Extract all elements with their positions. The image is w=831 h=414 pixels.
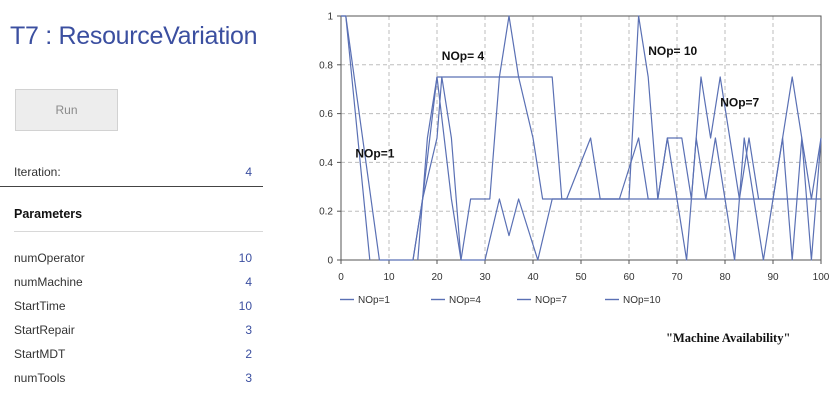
- param-value: 10: [238, 299, 252, 313]
- param-name: StartRepair: [14, 323, 75, 337]
- series-line-2: [341, 15, 821, 261]
- param-row-numtools: numTools 3: [14, 371, 252, 385]
- param-name: numMachine: [14, 275, 83, 289]
- x-tick-label: 0: [338, 272, 344, 283]
- series-line-1: [341, 15, 371, 261]
- chart-caption: "Machine Availability": [666, 331, 791, 345]
- chart-annotations: NOp=1 NOp= 4 NOp= 10 NOp=7: [355, 44, 759, 160]
- param-row-numoperator: numOperator 10: [14, 251, 252, 265]
- x-tick-label: 90: [767, 272, 779, 283]
- parameters-panel: T7 : ResourceVariation Run Iteration: 4 …: [0, 0, 280, 414]
- series-annotation: NOp=1: [355, 147, 394, 161]
- series-line-3: [412, 76, 822, 261]
- run-button[interactable]: Run: [15, 89, 118, 131]
- legend-label: NOp=7: [535, 295, 567, 306]
- chart-legend: NOp=1 NOp=4 NOp=7 NOp=10: [340, 295, 661, 306]
- chart-series: [341, 15, 822, 261]
- y-tick-label: 0: [327, 256, 333, 267]
- parameters-divider: [14, 231, 263, 232]
- y-tick-label: 0.6: [319, 109, 333, 120]
- series-annotation: NOp= 10: [648, 44, 697, 58]
- param-value: 10: [238, 251, 252, 265]
- x-tick-label: 30: [479, 272, 491, 283]
- parameters-heading: Parameters: [14, 207, 83, 221]
- legend-label: NOp=4: [449, 295, 481, 306]
- x-tick-label: 50: [575, 272, 587, 283]
- param-value: 3: [245, 371, 252, 385]
- x-tick-label: 40: [527, 272, 539, 283]
- legend-label: NOp=10: [623, 295, 661, 306]
- section-divider: [0, 186, 263, 187]
- param-name: numOperator: [14, 251, 85, 265]
- iteration-label: Iteration:: [14, 165, 61, 179]
- series-annotation: NOp= 4: [442, 49, 485, 63]
- param-name: StartTime: [14, 299, 66, 313]
- chart-axes: 00.20.40.60.810 10 20 30 40 50 60 70 80 90 100: [319, 12, 830, 284]
- param-row-startmdt: StartMDT 2: [14, 347, 252, 361]
- availability-chart: 00.20.40.60.810 10 20 30 40 50 60 70 80 90 100 NOp…: [319, 12, 830, 307]
- y-tick-label: 1: [327, 12, 333, 23]
- iteration-value: 4: [245, 165, 252, 179]
- param-value: 2: [245, 347, 252, 361]
- param-row-startrepair: StartRepair 3: [14, 323, 252, 337]
- param-name: numTools: [14, 371, 66, 385]
- param-value: 4: [245, 275, 252, 289]
- x-tick-label: 20: [431, 272, 443, 283]
- x-tick-label: 100: [813, 272, 830, 283]
- param-name: StartMDT: [14, 347, 66, 361]
- y-tick-label: 0.2: [319, 207, 333, 218]
- x-tick-label: 70: [671, 272, 683, 283]
- x-tick-label: 80: [719, 272, 731, 283]
- param-value: 3: [245, 323, 252, 337]
- param-row-nummachine: numMachine 4: [14, 275, 252, 289]
- series-annotation: NOp=7: [720, 95, 759, 109]
- y-tick-label: 0.4: [319, 158, 333, 169]
- experiment-title: T7 : ResourceVariation: [10, 22, 258, 50]
- x-tick-label: 60: [623, 272, 635, 283]
- x-tick-label: 10: [383, 272, 395, 283]
- series-line-4: [417, 15, 822, 261]
- y-tick-label: 0.8: [319, 60, 333, 71]
- iteration-row: Iteration: 4: [14, 165, 252, 179]
- legend-label: NOp=1: [358, 295, 390, 306]
- param-row-starttime: StartTime 10: [14, 299, 252, 313]
